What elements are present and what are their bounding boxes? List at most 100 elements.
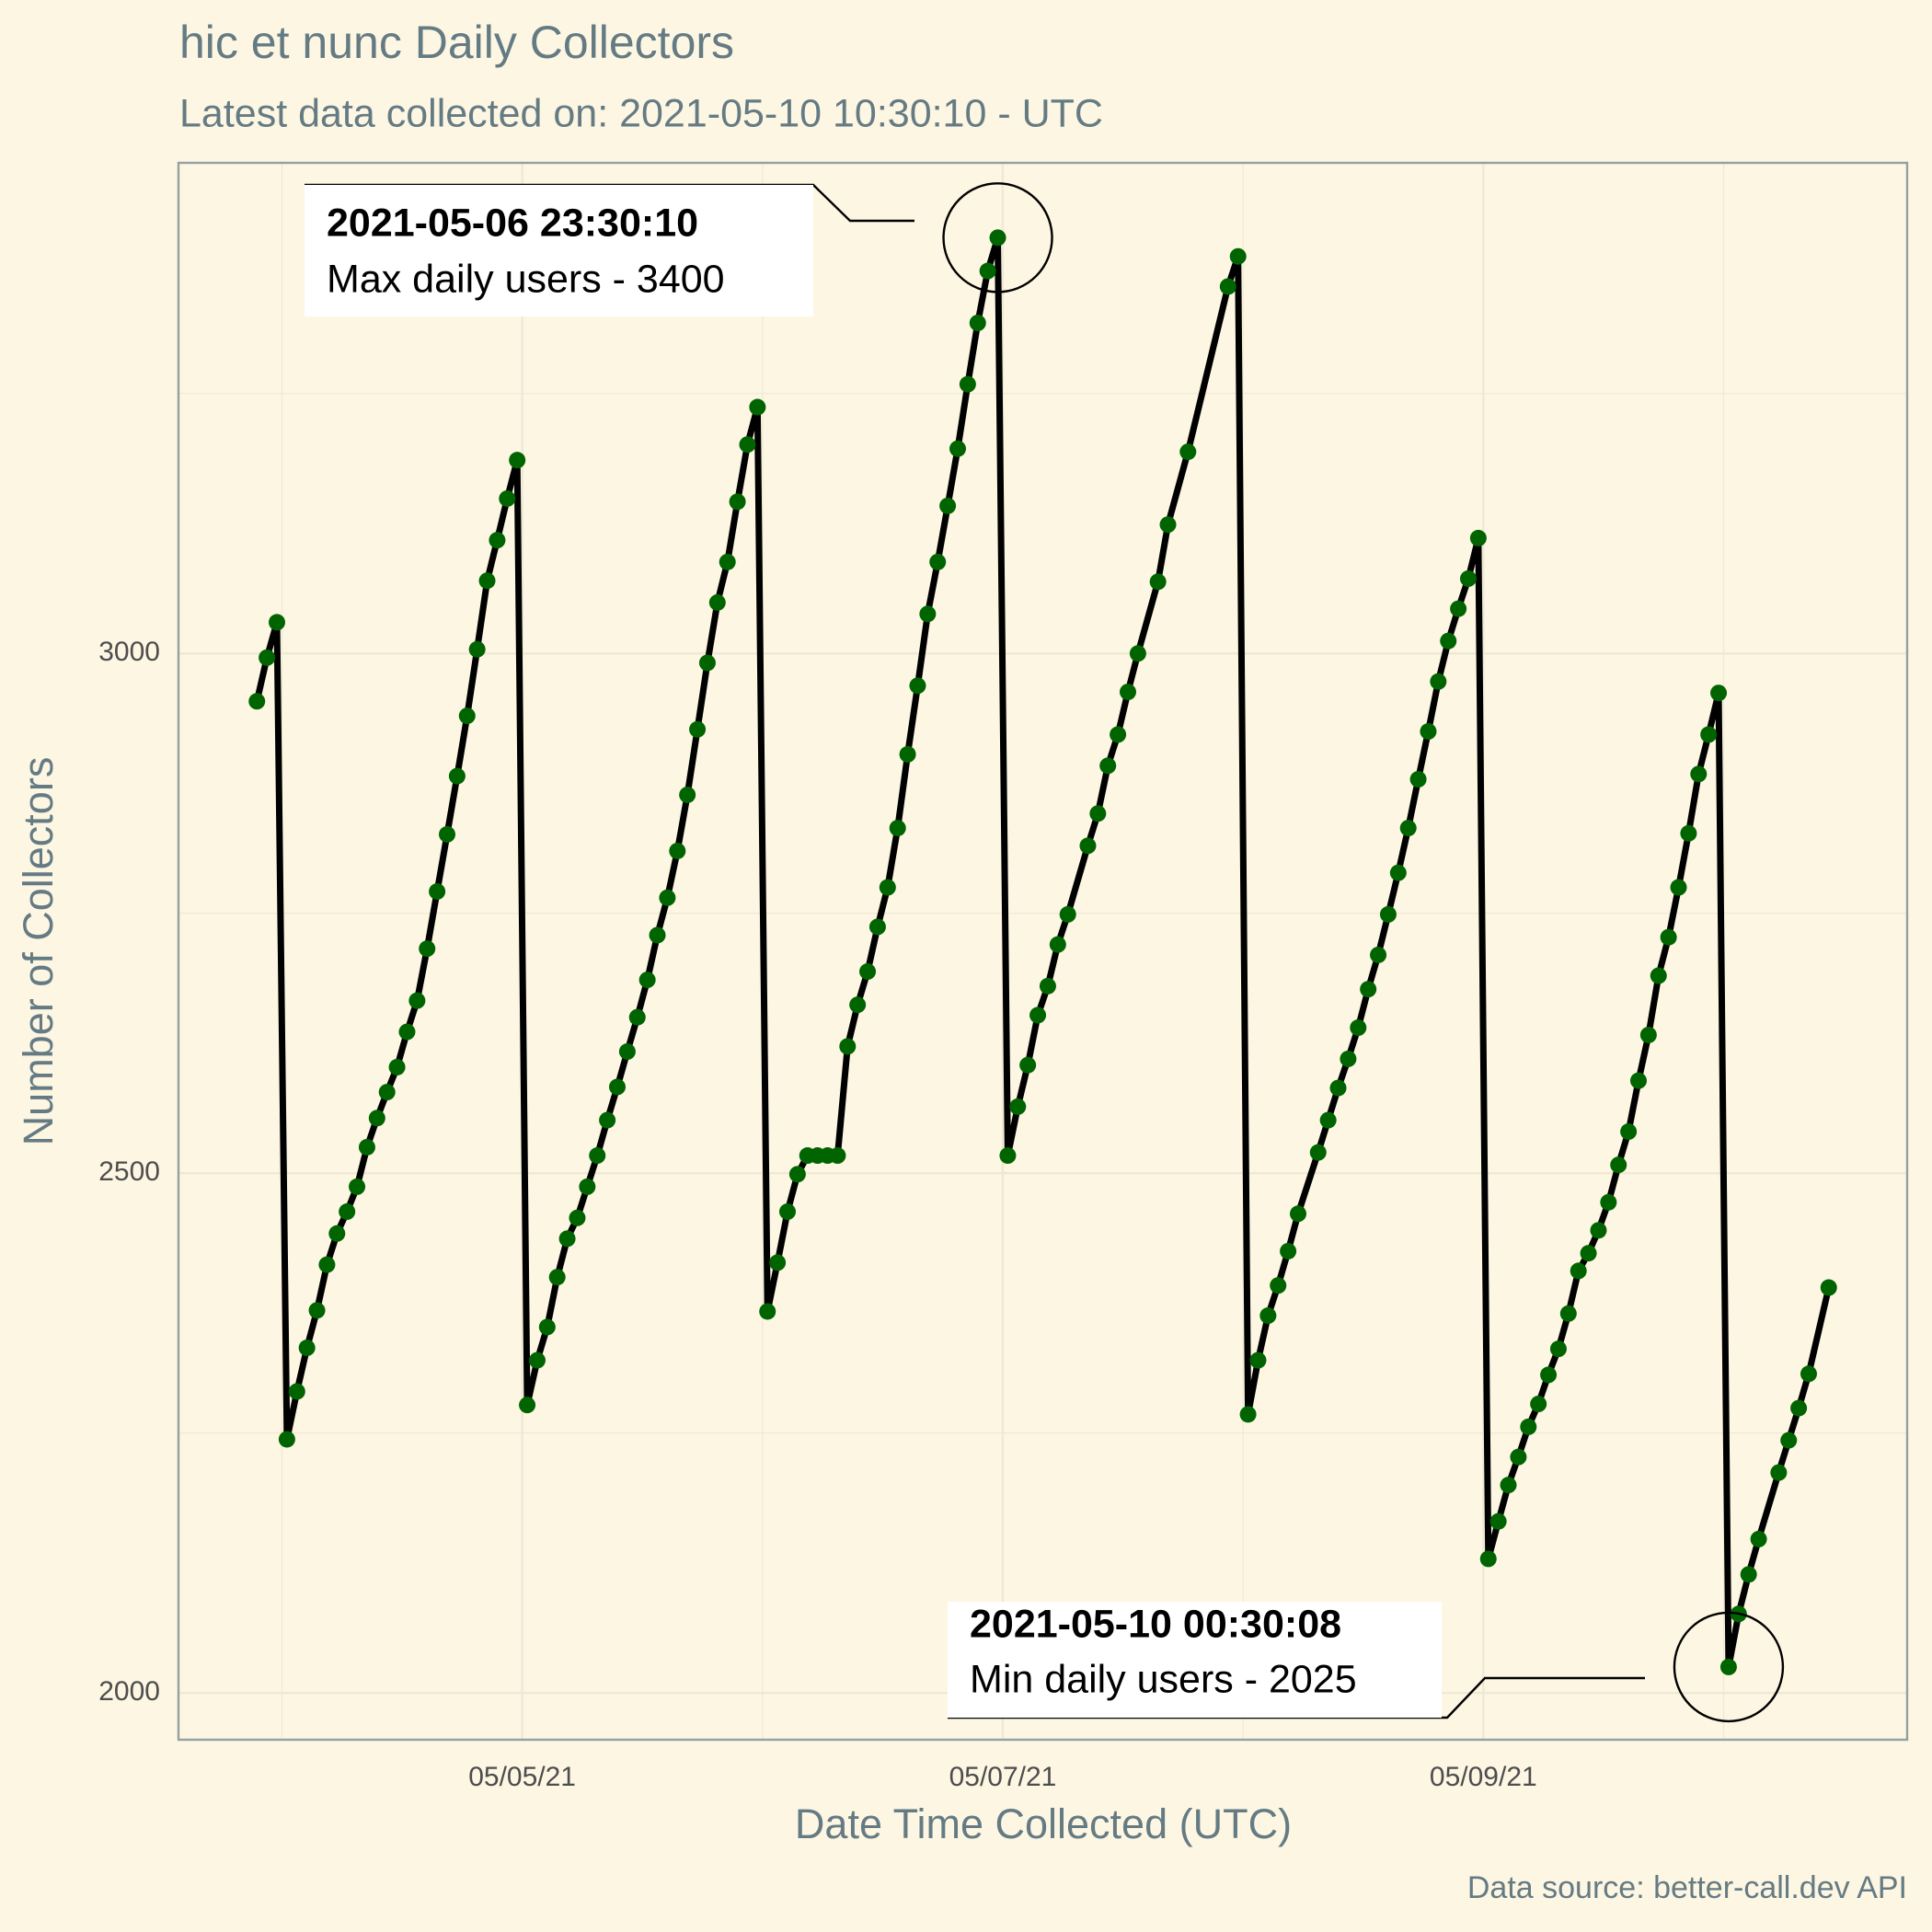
data-point xyxy=(1559,1305,1577,1322)
y-tick-label: 3000 xyxy=(98,637,160,667)
data-point xyxy=(599,1111,616,1129)
data-point xyxy=(589,1147,606,1165)
data-point xyxy=(558,1230,576,1248)
data-point xyxy=(429,883,446,901)
data-point xyxy=(1790,1399,1808,1417)
data-point xyxy=(1079,837,1097,855)
data-point xyxy=(769,1254,787,1271)
data-point xyxy=(378,1084,396,1101)
data-point xyxy=(419,940,436,958)
panel-border xyxy=(177,161,1909,1742)
data-point xyxy=(448,767,466,785)
data-point xyxy=(1710,684,1728,702)
caption: Data source: better-call.dev API xyxy=(1467,1870,1907,1905)
data-point xyxy=(889,820,906,837)
data-point xyxy=(1179,443,1197,461)
data-point xyxy=(829,1147,846,1165)
x-tick-label: 05/07/21 xyxy=(949,1762,1057,1792)
data-point xyxy=(719,553,736,570)
data-point xyxy=(1590,1222,1607,1239)
data-point xyxy=(278,1431,295,1448)
series xyxy=(248,229,1837,1675)
data-point xyxy=(1580,1245,1597,1262)
data-point xyxy=(1780,1432,1798,1449)
data-point xyxy=(929,553,947,570)
y-tick-label: 2500 xyxy=(98,1156,160,1187)
data-point xyxy=(689,720,707,738)
data-point xyxy=(1389,864,1407,881)
data-point xyxy=(1740,1566,1757,1583)
data-point xyxy=(1629,1072,1647,1089)
data-point xyxy=(1270,1277,1287,1294)
data-point xyxy=(408,992,426,1009)
annotations: 2021-05-06 23:30:10 Max daily users - 34… xyxy=(305,182,1785,1723)
annotation-text: Max daily users - 3400 xyxy=(327,257,725,301)
data-point xyxy=(1450,600,1467,617)
data-point xyxy=(1350,1019,1367,1037)
data-point xyxy=(628,1008,646,1026)
y-tick-label: 2000 xyxy=(98,1676,160,1707)
data-point xyxy=(739,436,756,454)
data-point xyxy=(868,918,886,936)
data-point xyxy=(1670,879,1687,896)
data-point xyxy=(1660,928,1677,946)
data-point xyxy=(1399,820,1417,837)
data-point xyxy=(288,1383,305,1400)
data-point xyxy=(1800,1365,1817,1383)
annotation-title: 2021-05-06 23:30:10 xyxy=(327,201,698,245)
data-point xyxy=(328,1225,346,1242)
data-point xyxy=(1029,1006,1047,1024)
data-point xyxy=(1149,573,1167,591)
data-point xyxy=(509,452,526,469)
data-point xyxy=(1440,632,1457,650)
data-point xyxy=(548,1269,566,1286)
chart-subtitle: Latest data collected on: 2021-05-10 10:… xyxy=(179,91,1103,135)
data-point xyxy=(1340,1050,1357,1067)
data-point xyxy=(779,1203,797,1221)
data-point xyxy=(859,963,877,981)
data-point xyxy=(669,842,686,859)
data-point xyxy=(569,1209,586,1226)
data-point xyxy=(398,1023,416,1041)
data-point xyxy=(248,693,266,710)
data-point xyxy=(1520,1418,1537,1435)
data-point xyxy=(969,314,986,331)
data-point xyxy=(1650,967,1667,984)
chart-title: hic et nunc Daily Collectors xyxy=(179,17,734,68)
data-point xyxy=(1639,1026,1657,1043)
data-point xyxy=(749,398,766,416)
data-point xyxy=(1289,1205,1306,1223)
data-point xyxy=(1770,1464,1788,1481)
data-point xyxy=(1110,726,1127,743)
data-point xyxy=(1540,1366,1558,1384)
data-point xyxy=(259,649,276,666)
data-point xyxy=(1159,516,1177,534)
data-point xyxy=(1129,645,1146,662)
data-point xyxy=(579,1178,596,1195)
x-axis-title: Date Time Collected (UTC) xyxy=(795,1800,1292,1847)
annotation-text: Min daily users - 2025 xyxy=(970,1657,1357,1701)
data-point xyxy=(1329,1079,1347,1097)
data-point xyxy=(1530,1396,1547,1413)
data-point xyxy=(368,1110,385,1127)
data-point xyxy=(1719,1658,1737,1675)
data-point xyxy=(1249,1351,1267,1369)
annotation-title: 2021-05-10 00:30:08 xyxy=(970,1602,1341,1646)
data-point xyxy=(1680,824,1697,842)
data-point xyxy=(939,497,957,514)
data-point xyxy=(1549,1340,1567,1358)
data-point xyxy=(1229,247,1247,265)
x-tick-label: 05/05/21 xyxy=(468,1762,576,1792)
data-point xyxy=(499,489,516,507)
data-point xyxy=(1700,726,1718,743)
data-point xyxy=(839,1038,857,1055)
data-point xyxy=(1019,1056,1037,1074)
data-point xyxy=(1620,1123,1638,1141)
data-point xyxy=(1430,673,1447,690)
data-point xyxy=(298,1340,316,1357)
data-point xyxy=(1420,723,1437,741)
data-point xyxy=(478,572,496,590)
data-point xyxy=(1309,1144,1327,1161)
x-tick-label: 05/09/21 xyxy=(1430,1762,1537,1792)
